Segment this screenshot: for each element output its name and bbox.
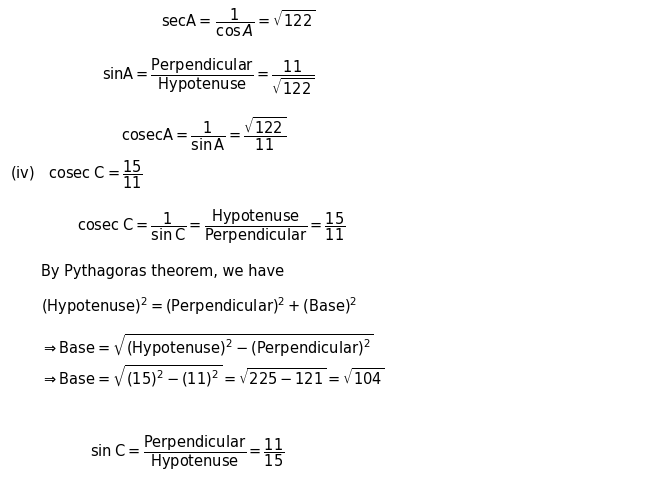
Text: $\mathrm{sin\;C}{=}\dfrac{\mathrm{Perpendicular}}{\mathrm{Hypotenuse}} = \dfrac{: $\mathrm{sin\;C}{=}\dfrac{\mathrm{Perpen… [90,433,285,472]
Text: $\mathrm{sec A}{=}\,\dfrac{1}{\cos A} = \sqrt{122}$: $\mathrm{sec A}{=}\,\dfrac{1}{\cos A} = … [161,6,315,39]
Text: $\Rightarrow\mathrm{Base} = \sqrt{(15)^{2}-(11)^{2}} = \sqrt{225-121} = \sqrt{10: $\Rightarrow\mathrm{Base} = \sqrt{(15)^{… [41,363,385,389]
Text: By Pythagoras theorem, we have: By Pythagoras theorem, we have [41,264,285,279]
Text: $\mathrm{cosec\;C}{=}\dfrac{1}{\mathrm{sin\,C}} = \dfrac{\mathrm{Hypotenuse}}{\m: $\mathrm{cosec\;C}{=}\dfrac{1}{\mathrm{s… [77,208,346,247]
Text: $\mathrm{sin A}{=}\dfrac{\mathrm{Perpendicular}}{\mathrm{Hypotenuse}} = \dfrac{1: $\mathrm{sin A}{=}\dfrac{\mathrm{Perpend… [102,57,314,97]
Text: $\mathrm{cosec A}{=}\dfrac{1}{\mathrm{sin\,A}} = \dfrac{\sqrt{122}}{11}$: $\mathrm{cosec A}{=}\dfrac{1}{\mathrm{si… [121,115,287,153]
Text: $(\mathrm{Hypotenuse})^{2} = (\mathrm{Perpendicular})^{2} + (\mathrm{Base})^{2}$: $(\mathrm{Hypotenuse})^{2} = (\mathrm{Pe… [41,296,358,318]
Text: $\mathrm{(iv)\quad cosec\;C}{=}\dfrac{15}{11}$: $\mathrm{(iv)\quad cosec\;C}{=}\dfrac{15… [10,159,142,191]
Text: $\Rightarrow\mathrm{Base} = \sqrt{(\mathrm{Hypotenuse})^{2}-(\mathrm{Perpendicul: $\Rightarrow\mathrm{Base} = \sqrt{(\math… [41,332,374,359]
